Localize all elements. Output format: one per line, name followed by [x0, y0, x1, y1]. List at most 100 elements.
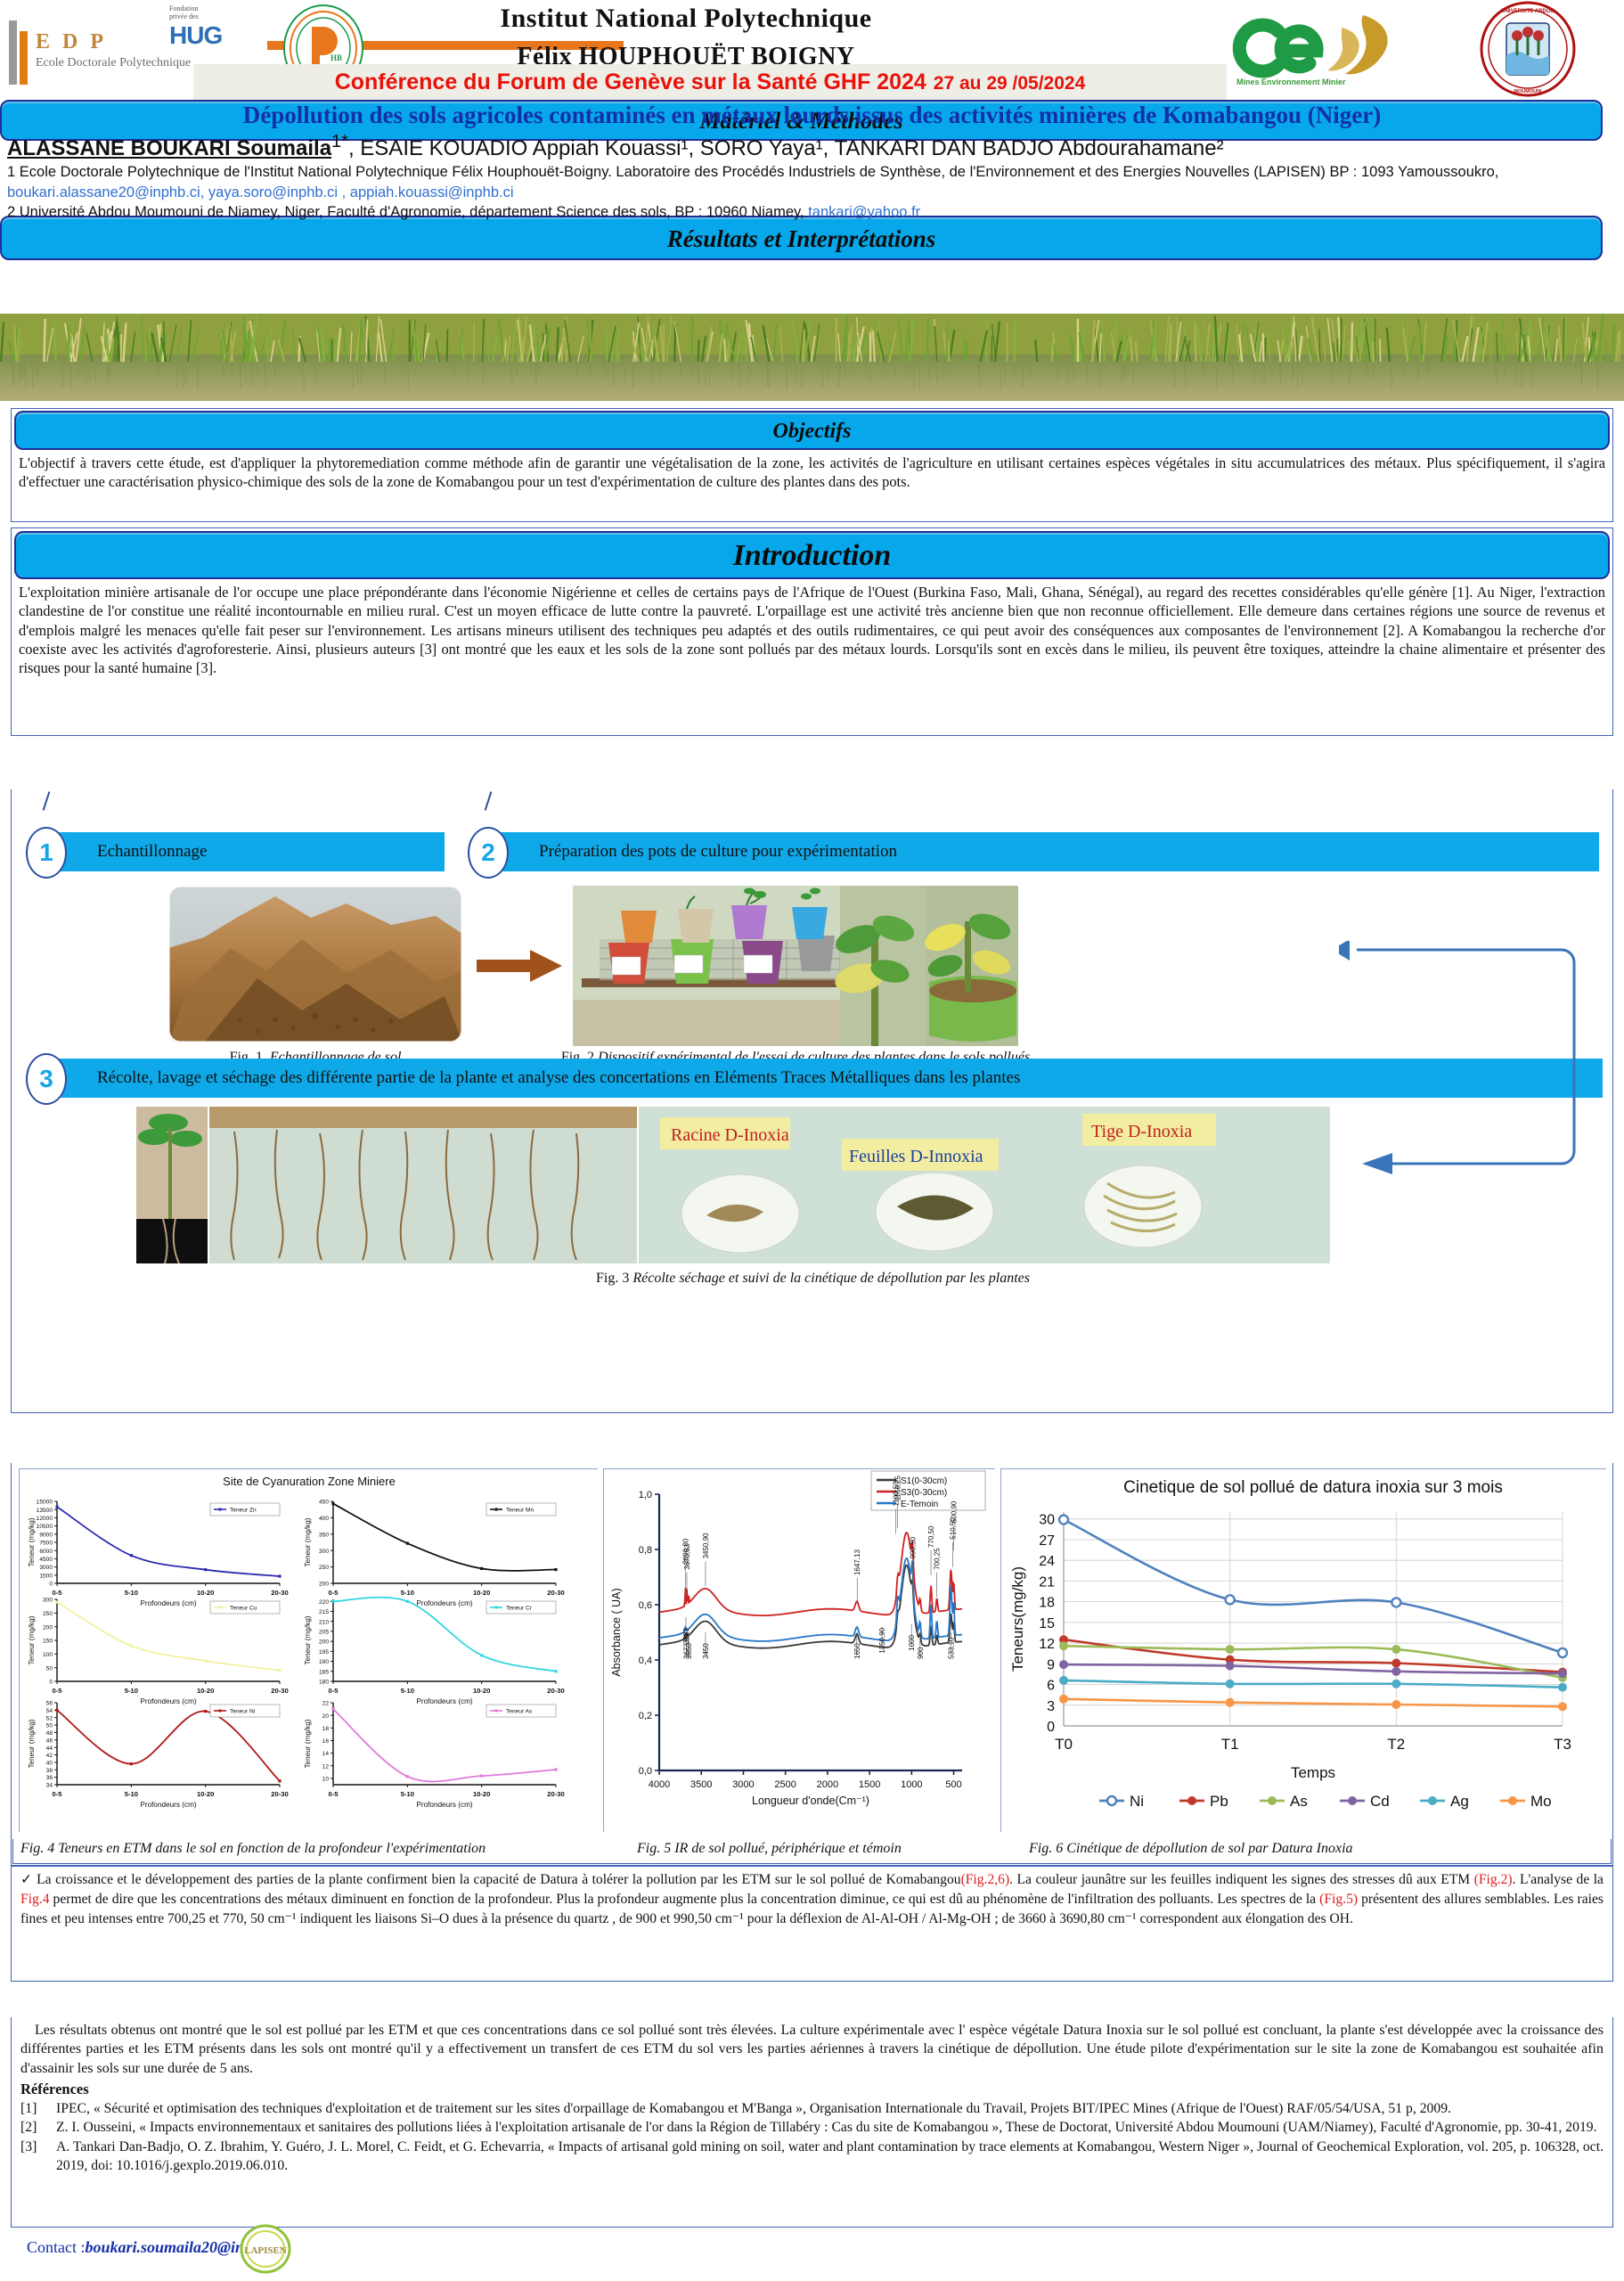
- svg-text:3450,90: 3450,90: [702, 1533, 710, 1558]
- svg-text:100: 100: [43, 1652, 53, 1658]
- svg-text:52: 52: [46, 1715, 53, 1721]
- svg-text:S3(0-30cm): S3(0-30cm): [901, 1488, 947, 1498]
- section-materiel-body: 1 Echantillonnage 2 Préparation des pots…: [11, 789, 1613, 1413]
- section-conclusion-body: Les résultats obtenus ont montré que le …: [11, 2017, 1613, 2228]
- svg-text:180: 180: [319, 1680, 329, 1686]
- svg-text:5-10: 5-10: [401, 1687, 414, 1695]
- poster-title: Dépollution des sols agricoles contaminé…: [0, 102, 1624, 129]
- affiliation-2-email[interactable]: tankari@yahoo.fr: [808, 204, 920, 220]
- reference-item: [3] A. Tankari Dan-Badjo, O. Z. Ibrahim,…: [20, 2138, 1604, 2175]
- section-objectifs: Objectifs L'objectif à travers cette étu…: [11, 408, 1613, 522]
- svg-text:533,10: 533,10: [947, 1637, 955, 1659]
- svg-text:1000: 1000: [908, 1634, 916, 1650]
- section-introduction: Introduction L'exploitation minière arti…: [11, 527, 1613, 736]
- svg-text:0: 0: [49, 1680, 53, 1686]
- svg-text:Teneur Mn: Teneur Mn: [506, 1508, 534, 1514]
- svg-text:1647,13: 1647,13: [853, 1549, 861, 1575]
- edp-fullname: Ecole Doctorale Polytechnique: [36, 56, 191, 70]
- svg-text:UNIVERSITE ABDOU: UNIVERSITE ABDOU: [1501, 9, 1554, 14]
- svg-text:0-5: 0-5: [53, 1589, 63, 1597]
- cea-logo: Mines Environnement Minier: [1220, 2, 1416, 98]
- photo-harvest-strip: Racine D-Inoxia Feuilles D-Innoxia Tige …: [136, 1107, 1330, 1263]
- brown-arrow-icon: [477, 948, 562, 984]
- svg-text:Tige D-Inoxia: Tige D-Inoxia: [1091, 1122, 1192, 1141]
- lapisen-logo: LAPISEN: [239, 2224, 292, 2274]
- svg-text:44: 44: [46, 1745, 53, 1752]
- edp-bars-icon: [9, 15, 30, 85]
- svg-text:185: 185: [319, 1669, 329, 1675]
- svg-text:2500: 2500: [774, 1779, 796, 1790]
- reference-item: [2] Z. I. Ousseini, « Impacts environnem…: [20, 2119, 1604, 2138]
- svg-text:15: 15: [1039, 1616, 1055, 1631]
- svg-text:0,6: 0,6: [639, 1600, 652, 1611]
- svg-text:10-20: 10-20: [197, 1687, 214, 1695]
- svg-text:3: 3: [1047, 1699, 1055, 1714]
- step-1-label: Echantillonnage: [97, 842, 207, 862]
- hug-logo: Fondation privée des HUG: [169, 5, 222, 50]
- fig3-caption-text: Récolte séchage et suivi de la cinétique…: [629, 1271, 1030, 1286]
- step-1-number: 1: [26, 827, 67, 879]
- edp-acronym: E D P: [36, 30, 191, 54]
- svg-text:1350,90: 1350,90: [878, 1627, 886, 1653]
- svg-text:18: 18: [322, 1726, 330, 1732]
- step-2-number: 2: [468, 827, 509, 879]
- reference-item: [1] IPEC, « Sécurité et optimisation des…: [20, 2100, 1604, 2119]
- results-note-p2: . La couleur jaunâtre sur les feuilles i…: [1009, 1872, 1474, 1887]
- svg-text:5-10: 5-10: [125, 1589, 138, 1597]
- reference-number: [2]: [20, 2119, 56, 2138]
- svg-text:4500: 4500: [39, 1557, 53, 1563]
- svg-text:500: 500: [945, 1779, 961, 1790]
- svg-text:500,90: 500,90: [951, 1500, 959, 1523]
- affiliation-1-emails[interactable]: boukari.alassane20@inphb.ci, yaya.soro@i…: [7, 184, 514, 200]
- svg-text:56: 56: [46, 1701, 53, 1707]
- objectifs-text: L'objectif à travers cette étude, est d'…: [12, 450, 1612, 494]
- affiliation-2-text: 2 Université Abdou Moumouni de Niamey, N…: [7, 204, 804, 220]
- svg-text:Mines Environnement Minier: Mines Environnement Minier: [1236, 78, 1346, 86]
- svg-text:3500: 3500: [690, 1779, 712, 1790]
- svg-text:0: 0: [49, 1582, 53, 1588]
- svg-text:15000: 15000: [37, 1500, 53, 1506]
- svg-text:200: 200: [319, 1582, 329, 1588]
- svg-text:Teneur (mg/kg): Teneur (mg/kg): [28, 1615, 36, 1664]
- svg-text:12: 12: [1039, 1637, 1055, 1652]
- svg-text:0-5: 0-5: [329, 1790, 339, 1798]
- svg-text:Profondeurs (cm): Profondeurs (cm): [140, 1599, 197, 1607]
- svg-text:LAPISEN: LAPISEN: [244, 2245, 287, 2256]
- results-note-ref4: (Fig.5): [1319, 1892, 1358, 1907]
- svg-text:700,25: 700,25: [934, 1548, 942, 1570]
- svg-text:3000: 3000: [732, 1779, 754, 1790]
- svg-text:Teneur Zn: Teneur Zn: [230, 1508, 257, 1514]
- svg-text:0-5: 0-5: [53, 1790, 63, 1798]
- svg-text:T2: T2: [1387, 1736, 1405, 1753]
- svg-text:300: 300: [43, 1598, 53, 1604]
- institute-title: Institut National Polytechnique Félix HO…: [374, 4, 998, 71]
- svg-text:E-Temoin: E-Temoin: [901, 1500, 938, 1509]
- svg-text:3000: 3000: [39, 1565, 53, 1571]
- svg-text:10-20: 10-20: [197, 1589, 214, 1597]
- results-note-p1: La croissance et le développement des pa…: [33, 1872, 961, 1887]
- svg-text:13500: 13500: [37, 1508, 53, 1514]
- hug-acronym: HUG: [169, 21, 222, 50]
- svg-text:38: 38: [46, 1768, 53, 1774]
- reference-number: [3]: [20, 2138, 56, 2175]
- svg-text:40: 40: [46, 1761, 53, 1767]
- svg-text:10-20: 10-20: [473, 1589, 490, 1597]
- svg-text:210: 210: [319, 1619, 329, 1625]
- results-note-ref1: (Fig.2,6): [961, 1872, 1010, 1887]
- svg-text:Teneur (mg/kg): Teneur (mg/kg): [28, 1719, 36, 1768]
- svg-text:150: 150: [43, 1639, 53, 1645]
- svg-text:Ag: Ag: [1450, 1793, 1469, 1810]
- svg-text:0,0: 0,0: [639, 1766, 652, 1777]
- conference-banner: Conférence du Forum de Genève sur la San…: [193, 64, 1227, 100]
- results-note-p3: . L'analyse de la: [1513, 1872, 1604, 1887]
- photo-pot-experiment: [573, 886, 1018, 1046]
- svg-text:Profondeurs (cm): Profondeurs (cm): [416, 1697, 473, 1705]
- svg-text:1166,25: 1166,25: [894, 1475, 902, 1500]
- svg-text:10-20: 10-20: [473, 1687, 490, 1695]
- reference-text: A. Tankari Dan-Badjo, O. Z. Ibrahim, Y. …: [56, 2138, 1604, 2175]
- uam-seal-logo: UNIVERSITE ABDOU MOUMOUNI: [1474, 0, 1581, 98]
- author-list: ALASSANE BOUKARI Soumaila1*, ESAIE KOUAD…: [7, 132, 1620, 161]
- svg-text:As: As: [1290, 1793, 1308, 1810]
- svg-text:450: 450: [319, 1500, 329, 1506]
- svg-text:Profondeurs (cm): Profondeurs (cm): [416, 1599, 473, 1607]
